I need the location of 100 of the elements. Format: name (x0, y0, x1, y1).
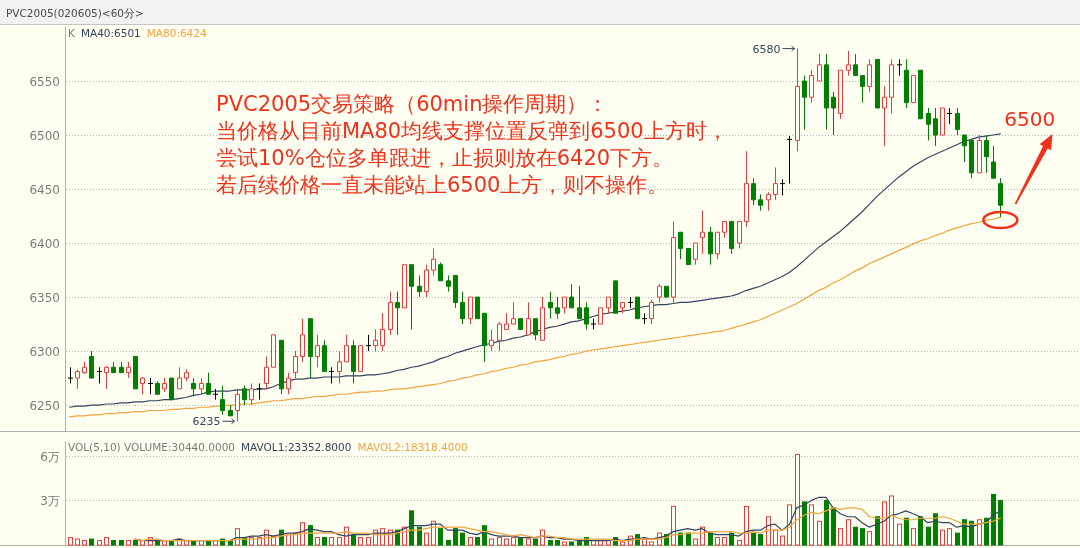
candlestick (431, 247, 436, 276)
bar (111, 540, 116, 546)
candlestick (641, 312, 648, 325)
candlestick (853, 53, 858, 77)
candlestick (722, 220, 727, 239)
candlestick (846, 50, 851, 77)
bar (409, 510, 414, 546)
text: MAVOL2:18318.4000 (357, 441, 468, 453)
bar (998, 499, 1003, 546)
line-series (134, 507, 1001, 542)
candlestick (831, 91, 836, 136)
candlestick (526, 301, 531, 336)
candlestick (489, 328, 494, 352)
candlestick (191, 377, 196, 397)
candlestick (817, 53, 822, 82)
bar (962, 519, 967, 546)
bar (119, 540, 124, 546)
bar (475, 537, 480, 546)
candlestick (875, 58, 880, 109)
candlestick (860, 75, 865, 104)
candlestick (482, 312, 487, 363)
candlestick (228, 404, 233, 417)
candlestick (562, 296, 567, 314)
candlestick (824, 53, 829, 131)
candlestick (235, 388, 240, 422)
text: MAVOL1:23352.8000 (241, 441, 352, 453)
y-tick-label: 6550 (29, 74, 60, 89)
candlestick (896, 58, 903, 77)
bar (984, 517, 989, 546)
candlestick (119, 361, 124, 374)
candlestick (766, 191, 771, 212)
candlestick (249, 382, 254, 406)
candlestick (511, 301, 516, 325)
bar (329, 537, 334, 546)
annotation: PVC2005交易策略（60min操作周期）： (216, 92, 609, 116)
bar (504, 538, 509, 546)
candlestick (199, 377, 204, 395)
bar (97, 540, 102, 546)
candlestick (751, 177, 756, 206)
bar (904, 517, 909, 546)
bar (75, 538, 80, 546)
candlestick (867, 58, 872, 93)
bar (649, 541, 654, 546)
candlestick (779, 178, 786, 197)
candlestick (555, 296, 560, 320)
bar (104, 537, 109, 546)
candlestick (344, 334, 349, 363)
bar (678, 532, 683, 546)
candlestick (962, 134, 967, 163)
candlestick (453, 274, 458, 309)
candlestick (889, 58, 894, 114)
bar (780, 535, 785, 546)
bar (533, 538, 538, 546)
bar (526, 538, 531, 546)
candlestick (279, 339, 284, 395)
candlestick (497, 321, 502, 352)
y-tick-label: 3万 (40, 493, 60, 508)
annotation: 6235 (192, 415, 221, 429)
bar (358, 537, 363, 546)
bar (126, 540, 131, 546)
candlestick (468, 296, 473, 325)
bar (795, 453, 800, 546)
bar (620, 541, 625, 546)
candlestick (809, 69, 814, 104)
candlestick (737, 220, 742, 249)
text: MA80:6424 (146, 27, 207, 39)
candlestick (169, 377, 174, 401)
bar (846, 519, 851, 546)
candlestick (96, 366, 103, 384)
candlestick (460, 291, 465, 325)
bar (889, 495, 894, 546)
candlestick (286, 372, 291, 395)
candlestick (162, 377, 167, 393)
bar (897, 523, 902, 546)
candlestick (657, 283, 662, 303)
candlestick (584, 301, 589, 330)
bar (511, 537, 516, 546)
candlestick (126, 361, 131, 379)
candlestick (795, 48, 800, 152)
chart-title: PVC2005(020605)<60分> (6, 7, 144, 19)
candlestick (984, 134, 989, 174)
y-tick-label: 6万 (40, 449, 60, 464)
candlestick (504, 312, 509, 330)
candlestick (133, 355, 138, 390)
bar (773, 529, 778, 546)
bar (351, 534, 356, 546)
candlestick (758, 193, 763, 212)
bar (548, 540, 553, 546)
candlestick (358, 345, 363, 373)
candlestick (177, 366, 182, 390)
text: MA40:6501 (80, 27, 141, 39)
bar (518, 537, 523, 546)
bar (337, 537, 342, 546)
candlestick (577, 285, 582, 320)
bar (671, 505, 676, 546)
legend-title: VOL(5,10) VOLUME:30440.0000 (68, 441, 235, 453)
candlestick (155, 380, 160, 395)
candlestick (946, 107, 953, 125)
candlestick (373, 328, 378, 352)
candlestick (904, 58, 909, 109)
